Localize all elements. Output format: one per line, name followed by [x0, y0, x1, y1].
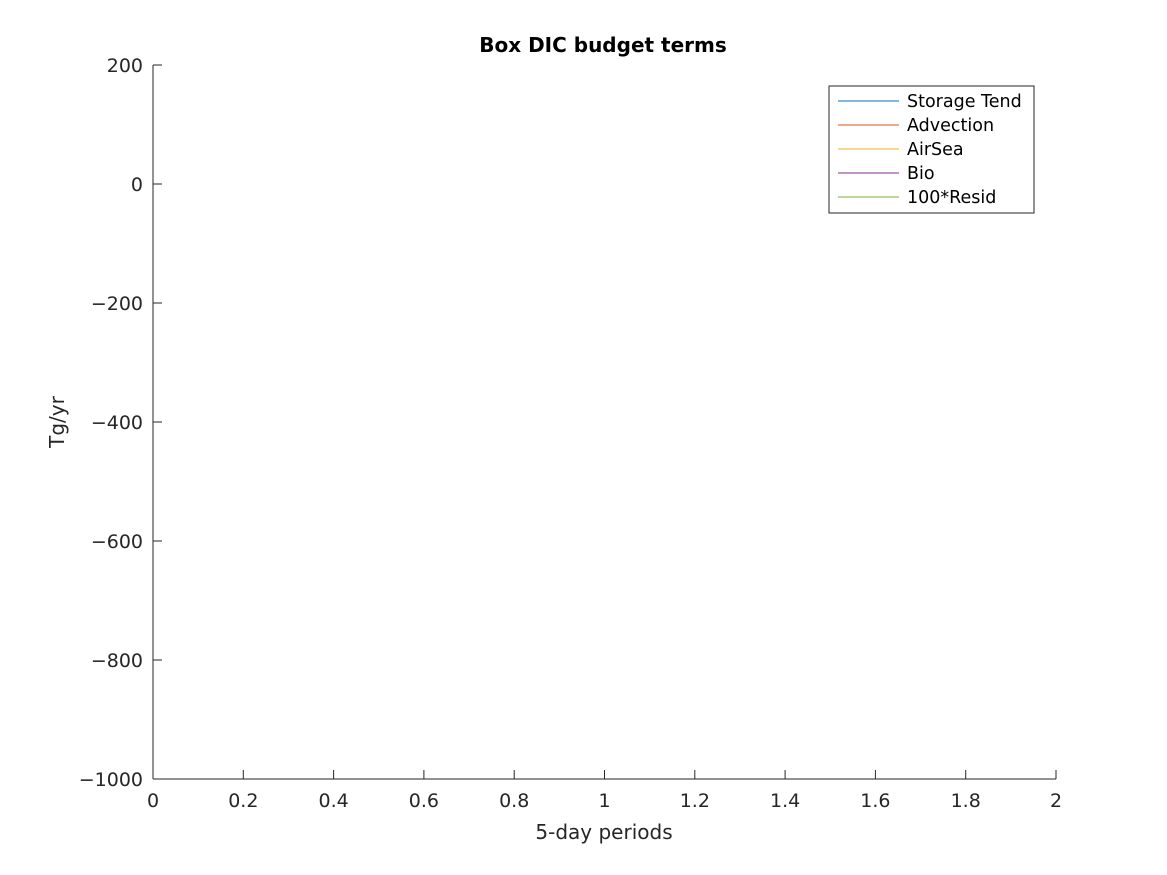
y-ticks: 200 0 −200 −400 −600 −800 −1000: [79, 55, 162, 791]
x-tick-label: 0.6: [409, 790, 439, 812]
legend-label: Bio: [907, 164, 935, 184]
legend: Storage Tend Advection AirSea Bio 100*Resid: [828, 85, 1035, 214]
x-tick-label: 2: [1050, 790, 1062, 812]
x-tick-label: 0.4: [318, 790, 348, 812]
y-axis-label: Tg/yr: [45, 395, 69, 448]
legend-label: Advection: [907, 116, 994, 136]
x-tick-label: 1.8: [951, 790, 981, 812]
chart-title: Box DIC budget terms: [479, 33, 727, 57]
x-axis-label: 5-day periods: [535, 820, 672, 844]
y-tick-label: 0: [131, 174, 143, 196]
x-tick-label: 1.2: [680, 790, 710, 812]
y-tick-label: −800: [91, 650, 143, 672]
x-tick-label: 0: [147, 790, 159, 812]
x-tick-label: 0.8: [499, 790, 529, 812]
y-tick-label: −200: [91, 293, 143, 315]
x-tick-label: 1.4: [770, 790, 800, 812]
x-tick-label: 1: [598, 790, 610, 812]
x-tick-label: 1.6: [860, 790, 890, 812]
x-ticks: 0 0.2 0.4 0.6 0.8 1 1.2 1.4 1.6 1.8 2: [147, 770, 1062, 812]
legend-label: Storage Tend: [907, 92, 1022, 112]
y-tick-label: 200: [107, 55, 143, 77]
y-tick-label: −1000: [79, 769, 143, 791]
y-tick-label: −400: [91, 412, 143, 434]
legend-label: 100*Resid: [907, 188, 996, 208]
y-tick-label: −600: [91, 531, 143, 553]
legend-label: AirSea: [907, 140, 964, 160]
x-tick-label: 0.2: [228, 790, 258, 812]
